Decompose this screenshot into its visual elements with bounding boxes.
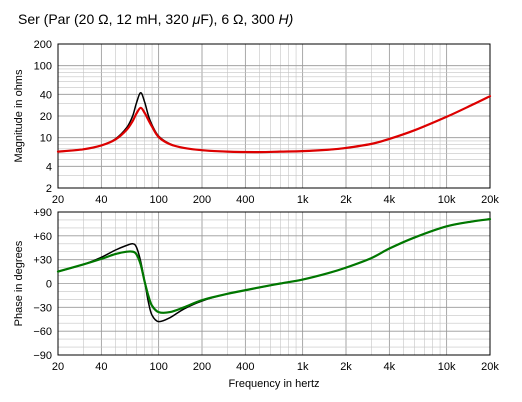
- x-tick-label: 4k: [384, 361, 396, 373]
- x-tick-label: 2k: [340, 194, 352, 206]
- y-tick-label: −90: [33, 350, 52, 362]
- x-tick-label: 10k: [438, 194, 456, 206]
- y-tick-label: 40: [40, 89, 52, 101]
- x-tick-label: 20k: [481, 194, 499, 206]
- y-tick-label: +60: [33, 231, 52, 243]
- y-tick-label: 2: [46, 183, 52, 195]
- x-tick-label: 20: [52, 361, 64, 373]
- chart-title: Ser (Par (20 Ω, 12 mH, 320 μF), 6 Ω, 300…: [18, 11, 293, 27]
- x-tick-label: 2k: [340, 361, 352, 373]
- y-axis-label: Phase in degrees: [13, 240, 25, 326]
- phase-fit-line: [56, 218, 492, 314]
- y-tick-label: 0: [46, 279, 52, 291]
- plot-frame: [57, 211, 491, 356]
- y-tick-label: +30: [33, 255, 52, 267]
- plot-frame: [57, 43, 491, 189]
- magnitude-panel: 2 4 10 20 40 100 200 20 40 100 200 400 1k 2k 4k 10k 20k M…: [13, 39, 499, 206]
- x-tick-label: 100: [149, 361, 167, 373]
- x-tick-label: 4k: [384, 194, 396, 206]
- x-tick-label: 1k: [297, 194, 309, 206]
- x-tick-label: 200: [193, 361, 211, 373]
- magnitude-measured-line: [57, 92, 491, 153]
- y-tick-label: +90: [33, 207, 52, 219]
- magnitude-fit-line: [56, 95, 492, 154]
- x-tick-label: 200: [193, 194, 211, 206]
- x-tick-label: 400: [236, 194, 254, 206]
- x-tick-label: 20k: [481, 361, 499, 373]
- y-tick-label: −30: [33, 302, 52, 314]
- x-tick-label: 400: [236, 361, 254, 373]
- y-tick-label: −60: [33, 326, 52, 338]
- x-tick-label: 40: [95, 361, 107, 373]
- x-tick-label: 10k: [438, 361, 456, 373]
- y-tick-label: 4: [46, 161, 52, 173]
- x-tick-label: 1k: [297, 361, 309, 373]
- x-tick-label: 20: [52, 194, 64, 206]
- y-tick-label: 100: [34, 61, 52, 73]
- y-tick-label: 20: [40, 111, 52, 123]
- x-tick-label: 100: [149, 194, 167, 206]
- y-tick-label: 200: [34, 39, 52, 51]
- x-tick-label: 40: [95, 194, 107, 206]
- x-axis-label: Frequency in hertz: [228, 378, 319, 390]
- y-axis-label: Magnitude in ohms: [13, 69, 25, 162]
- y-tick-label: 10: [40, 133, 52, 145]
